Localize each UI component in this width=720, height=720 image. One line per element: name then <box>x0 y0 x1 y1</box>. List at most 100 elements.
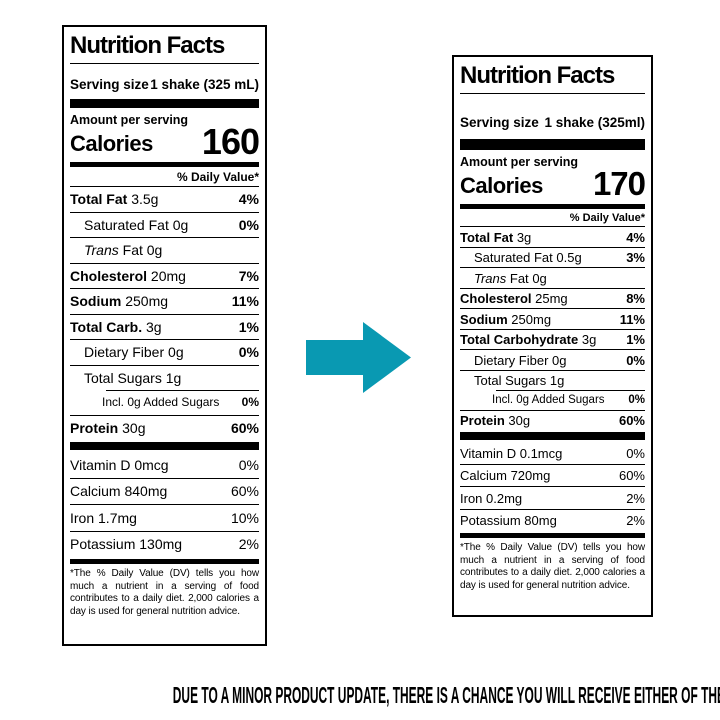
nutrient-row-total-sugars: Total Sugars 1g <box>460 369 645 391</box>
vitamin-row-calcium: Calcium 840mg 60% <box>70 477 259 505</box>
vitamin-name: Iron 1.7mg <box>70 509 137 526</box>
daily-value-percent: 4% <box>626 229 645 245</box>
daily-value-percent: 60% <box>230 483 259 499</box>
vitamin-row-potassium: Potassium 130mg 2% <box>70 530 259 558</box>
daily-value-percent: 0% <box>238 456 259 473</box>
caption-text: DUE TO A MINOR PRODUCT UPDATE, THERE IS … <box>172 682 720 708</box>
serving-size-value: 1 shake (325ml) <box>544 115 645 130</box>
calories-label: Calories <box>460 173 543 198</box>
daily-value-percent: 60% <box>618 413 645 428</box>
daily-value-percent: 11% <box>231 293 259 309</box>
daily-value-percent: 2% <box>626 490 645 506</box>
daily-value-percent: 10% <box>230 509 259 526</box>
daily-value-percent: 8% <box>626 291 645 306</box>
nutrient-name: Saturated Fat 0.5g <box>474 250 582 265</box>
vitamin-name: Calcium 720mg <box>460 468 551 483</box>
footnote-text: *The % Daily Value (DV) tells you how mu… <box>70 568 259 617</box>
daily-value-header: % Daily Value* <box>569 212 645 224</box>
nutrient-row-trans-fat: Trans Fat 0g <box>460 267 645 288</box>
calories-value: 160 <box>201 121 260 162</box>
nutrient-name: Total Sugars 1g <box>84 369 182 386</box>
nutrition-label-new: Nutrition Facts Serving size 1 shake (32… <box>452 55 653 617</box>
daily-value-header: % Daily Value* <box>176 170 259 184</box>
medium-divider <box>70 559 259 564</box>
daily-value-percent: 4% <box>238 191 259 207</box>
nutrient-name: Total Fat 3g <box>460 229 532 245</box>
vitamin-name: Iron 0.2mg <box>460 490 523 506</box>
nutrient-row-sodium: Sodium 250mg 11% <box>460 308 645 329</box>
serving-size-row: Serving size 1 shake (325 mL) <box>70 76 259 93</box>
serving-size-value: 1 shake (325 mL) <box>150 77 259 92</box>
vitamin-name: Calcium 840mg <box>70 483 168 499</box>
serving-size-label: Serving size <box>70 77 149 92</box>
vitamin-row-iron: Iron 0.2mg 2% <box>460 486 645 509</box>
nutrient-row-dietary-fiber: Dietary Fiber 0g 0% <box>70 339 259 365</box>
daily-value-percent: 0% <box>238 216 259 233</box>
calories-label: Calories <box>70 131 153 156</box>
nutrient-name: Cholesterol 25mg <box>460 291 568 306</box>
nutrient-row-total-fat: Total Fat 3g 4% <box>460 226 645 247</box>
vitamin-name: Potassium 80mg <box>460 513 557 528</box>
divider <box>70 63 259 64</box>
nutrient-row-total-sugars: Total Sugars 1g <box>70 364 259 391</box>
nutrient-name: Incl. 0g Added Sugars <box>102 395 220 409</box>
nutrient-name: Trans Fat 0g <box>474 270 547 286</box>
label-title: Nutrition Facts <box>460 62 615 89</box>
daily-value-percent: 2% <box>626 513 645 528</box>
nutrient-row-cholesterol: Cholesterol 20mg 7% <box>70 262 259 289</box>
nutrient-row-trans-fat: Trans Fat 0g <box>70 237 259 263</box>
vitamin-row-vitamin-d: Vitamin D 0mcg 0% <box>70 452 259 478</box>
nutrient-name: Total Carbohydrate 3g <box>460 332 597 347</box>
daily-value-percent: 3% <box>626 250 645 265</box>
serving-size-row: Serving size 1 shake (325ml) <box>460 114 645 131</box>
thick-divider <box>460 139 645 150</box>
label-title: Nutrition Facts <box>70 32 225 59</box>
daily-value-percent: 0% <box>238 344 259 360</box>
vitamin-name: Vitamin D 0mcg <box>70 456 169 473</box>
nutrient-name: Total Fat 3.5g <box>70 191 159 207</box>
thick-divider <box>460 432 645 440</box>
nutrient-row-added-sugars: Incl. 0g Added Sugars 0% <box>460 390 645 410</box>
daily-value-percent: 11% <box>619 311 645 327</box>
nutrient-name: Total Sugars 1g <box>474 373 565 388</box>
vitamin-name: Potassium 130mg <box>70 536 183 552</box>
nutrient-row-protein: Protein 30g 60% <box>460 409 645 431</box>
medium-divider <box>460 204 645 209</box>
nutrient-row-dietary-fiber: Dietary Fiber 0g 0% <box>460 349 645 370</box>
calories-value: 170 <box>592 165 646 202</box>
medium-divider <box>460 533 645 538</box>
amount-per-serving-label: Amount per serving <box>460 155 579 169</box>
daily-value-percent: 0% <box>626 352 645 368</box>
nutrient-row-total-carb: Total Carb. 3g 1% <box>70 313 259 340</box>
nutrient-name: Protein 30g <box>460 413 531 428</box>
vitamin-row-calcium: Calcium 720mg 60% <box>460 463 645 487</box>
nutrition-label-old: Nutrition Facts Serving size 1 shake (32… <box>62 25 267 646</box>
daily-value-percent: 7% <box>238 267 259 284</box>
nutrient-row-added-sugars: Incl. 0g Added Sugars 0% <box>70 390 259 415</box>
nutrient-row-protein: Protein 30g 60% <box>70 414 259 441</box>
nutrient-name: Saturated Fat 0g <box>84 216 189 233</box>
daily-value-percent: 2% <box>238 536 259 552</box>
vitamin-row-vitamin-d: Vitamin D 0.1mcg 0% <box>460 442 645 464</box>
nutrient-row-total-carbohydrate: Total Carbohydrate 3g 1% <box>460 328 645 350</box>
nutrient-name: Cholesterol 20mg <box>70 267 186 284</box>
nutrient-name: Dietary Fiber 0g <box>474 352 567 368</box>
thick-divider <box>70 99 259 108</box>
footnote-text: *The % Daily Value (DV) tells you how mu… <box>460 542 645 591</box>
nutrient-name: Sodium 250mg <box>70 293 169 309</box>
nutrient-name: Trans Fat 0g <box>84 242 163 258</box>
vitamin-row-iron: Iron 1.7mg 10% <box>70 504 259 531</box>
nutrient-name: Total Carb. 3g <box>70 318 162 335</box>
amount-per-serving-label: Amount per serving <box>70 113 189 127</box>
nutrient-name: Protein 30g <box>70 419 146 436</box>
vitamin-row-potassium: Potassium 80mg 2% <box>460 508 645 532</box>
daily-value-percent: 0% <box>241 395 259 409</box>
nutrient-row-saturated-fat: Saturated Fat 0g 0% <box>70 211 259 238</box>
nutrient-name: Dietary Fiber 0g <box>84 344 184 360</box>
daily-value-percent: 0% <box>626 445 645 461</box>
nutrient-row-saturated-fat: Saturated Fat 0.5g 3% <box>460 246 645 268</box>
daily-value-percent: 60% <box>230 419 259 436</box>
serving-size-label: Serving size <box>460 115 539 130</box>
daily-value-percent: 60% <box>618 468 645 483</box>
calories-row: Calories 170 <box>460 165 646 202</box>
